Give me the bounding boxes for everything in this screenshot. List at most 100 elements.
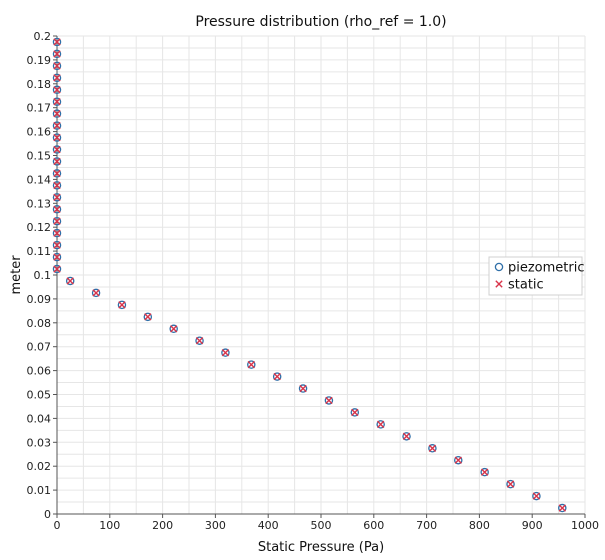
point-piezometric [247,360,256,369]
point-piezometric [52,49,62,59]
point-static [53,193,61,202]
point-static [273,372,281,381]
point-static [53,98,61,106]
y-tick-label: 0.2 [34,30,52,43]
point-static [558,504,566,512]
point-static [53,253,61,261]
x-axis-ticks: 0 100 200 300 400 500 600 700 800 900 1000 [54,514,599,532]
point-piezometric [402,432,411,441]
point-static [53,217,61,225]
point-piezometric [350,408,360,417]
point-static [169,325,178,333]
point-static [428,444,437,452]
point-static [53,169,61,178]
point-piezometric [480,467,489,477]
point-static [118,301,126,309]
x-tick-label: 100 [99,519,120,532]
y-tick-label: 0.17 [27,102,52,115]
point-static [480,468,489,476]
legend: piezometric static [488,256,585,296]
y-tick-label: 0.03 [27,436,52,449]
point-static [221,348,230,357]
point-piezometric [52,228,62,238]
y-tick-label: 0.18 [27,78,52,91]
y-tick-label: 0.12 [27,221,52,234]
x-tick-label: 1000 [571,519,599,532]
x-tick-label: 400 [258,519,279,532]
point-static [53,229,61,237]
y-tick-label: 0.08 [27,317,52,330]
point-static [53,62,61,70]
point-static [53,241,61,249]
point-static [53,74,61,82]
y-tick-label: 0.16 [27,126,52,139]
point-static [53,121,61,130]
y-tick-label: 0.1 [34,269,52,282]
point-static [53,86,61,94]
data-points [52,37,567,513]
y-tick-label: 0.15 [27,150,52,163]
y-tick-label: 0.14 [27,173,52,186]
x-tick-label: 700 [416,519,437,532]
point-piezometric [52,216,62,226]
point-piezometric [52,85,62,95]
point-piezometric [454,455,463,465]
point-static [53,109,61,118]
point-piezometric [52,97,62,106]
point-piezometric [52,240,62,250]
y-tick-label: 0.02 [27,460,52,473]
point-piezometric [506,479,515,489]
legend-marker-piezometric [494,262,504,272]
point-piezometric [532,491,541,501]
point-static [247,360,255,369]
point-piezometric [52,252,62,262]
point-piezometric [52,37,62,47]
y-tick-label: 0.19 [27,54,52,67]
x-tick-label: 800 [469,519,490,532]
point-static [299,384,307,393]
point-piezometric [52,73,62,83]
point-static [53,133,61,142]
legend-box [488,256,583,296]
point-static [92,289,100,297]
point-static [53,38,61,46]
point-piezometric [558,503,567,513]
y-tick-label: 0.04 [27,412,52,425]
point-static [376,420,385,429]
y-tick-label: 0 [44,508,51,521]
point-piezometric [52,205,62,214]
y-axis-title: meter [9,255,24,295]
point-piezometric [52,264,62,274]
point-static [144,313,152,321]
point-static [53,145,61,154]
x-tick-label: 200 [152,519,173,532]
point-static [53,181,61,190]
chart-title: Pressure distribution (rho_ref = 1.0) [195,14,446,30]
x-tick-label: 0 [54,519,61,532]
point-piezometric [52,145,62,154]
point-piezometric [143,312,153,322]
point-piezometric [169,324,178,334]
y-tick-label: 0.11 [27,245,52,258]
point-static [351,408,359,417]
y-tick-label: 0.09 [27,293,52,306]
legend-label-piezometric: piezometric [508,261,585,276]
point-piezometric [52,61,62,71]
x-tick-label: 600 [363,519,384,532]
point-static [402,432,411,441]
point-piezometric [221,348,230,357]
point-piezometric [52,193,62,202]
point-piezometric [195,336,204,345]
legend-marker-static [495,280,503,288]
x-axis-title: Static Pressure (Pa) [258,540,384,555]
x-tick-label: 900 [522,519,543,532]
point-piezometric [52,157,62,166]
point-piezometric [52,121,62,130]
y-tick-label: 0.06 [27,365,52,378]
point-static [53,157,61,166]
point-piezometric [52,109,62,118]
point-static [53,205,61,213]
point-piezometric [298,384,308,393]
y-tick-label: 0.07 [27,341,52,354]
